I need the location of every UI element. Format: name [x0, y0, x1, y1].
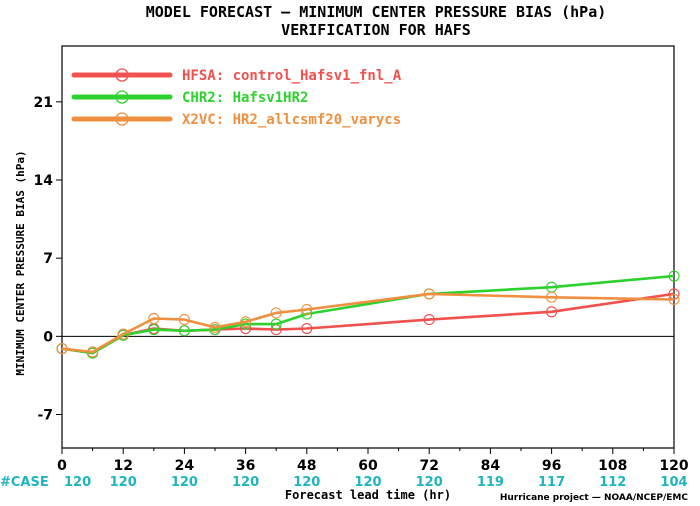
data-point [668, 270, 680, 282]
data-point [423, 288, 435, 300]
case-count-row: #CASE 120 120 120 120 120 120 120 119 117 112 104 [0, 475, 688, 490]
case-row-label: #CASE [0, 475, 49, 490]
y-tick-label: -7 [37, 408, 53, 424]
legend-marker [115, 112, 129, 126]
data-point [270, 307, 282, 319]
data-point [56, 343, 68, 355]
legend-item-hfsa: HFSA: control_Hafsv1_fnl_A [71, 68, 402, 84]
data-point [178, 325, 190, 337]
case-count: 104 [660, 475, 687, 490]
legend-label: HFSA: control_Hafsv1_fnl_A [182, 68, 402, 84]
x-tick-label: 84 [481, 458, 501, 474]
case-count: 120 [354, 475, 381, 490]
case-count: 119 [477, 475, 504, 490]
x-tick-label: 60 [358, 458, 378, 474]
plot-border [61, 45, 675, 449]
case-count: 120 [64, 475, 91, 490]
series-layer [56, 270, 680, 359]
data-point [178, 314, 190, 326]
plot-area [61, 45, 675, 449]
chart-title: MODEL FORECAST — MINIMUM CENTER PRESSURE… [146, 3, 607, 21]
y-axis-label: MINIMUM CENTER PRESSURE BIAS (hPa) [14, 150, 27, 375]
y-tick-label: 21 [34, 95, 53, 111]
data-point [546, 306, 558, 318]
data-point [209, 321, 221, 333]
legend-label: X2VC: HR2_allcsmf20_varycs [182, 112, 401, 128]
case-count: 120 [171, 475, 198, 490]
data-point [270, 318, 282, 330]
y-tick-label: 0 [43, 329, 53, 345]
axes: -7 0 7 14 21 0 12 24 36 48 60 72 84 96 108 120 [34, 95, 689, 474]
data-point [423, 314, 435, 326]
data-point [301, 303, 313, 316]
case-count: 120 [232, 475, 259, 490]
data-point [117, 328, 129, 340]
x-tick-label: 0 [57, 458, 67, 474]
case-count: 120 [293, 475, 320, 490]
case-count: 120 [416, 475, 443, 490]
case-count: 117 [538, 475, 565, 490]
legend: HFSA: control_Hafsv1_fnl_A CHR2: Hafsv1HR… [71, 68, 402, 128]
x-tick-label: 12 [113, 458, 132, 474]
x-axis-label: Forecast lead time (hr) [285, 488, 451, 502]
legend-marker [115, 68, 129, 82]
series-line-chr2 [61, 274, 675, 355]
data-point [148, 312, 160, 325]
x-tick-label: 24 [175, 458, 195, 474]
data-point [546, 291, 558, 303]
series-line-x2vc [61, 292, 675, 354]
x-tick-label: 108 [598, 458, 627, 474]
y-tick-label: 14 [34, 173, 54, 189]
x-tick-label: 96 [542, 458, 561, 474]
credit-text: Hurricane project — NOAA/NCEP/EMC [500, 493, 689, 503]
case-count: 120 [110, 475, 137, 490]
legend-item-x2vc: X2VC: HR2_allcsmf20_varycs [71, 112, 401, 128]
series-x2vc [56, 288, 680, 358]
x-tick-label: 48 [297, 458, 316, 474]
legend-label: CHR2: Hafsv1HR2 [182, 90, 308, 106]
y-tick-label: 7 [43, 251, 53, 267]
data-point [148, 324, 160, 336]
data-point [301, 322, 313, 335]
chart-subtitle: VERIFICATION FOR HAFS [281, 21, 471, 39]
data-point [87, 346, 99, 358]
data-point [668, 293, 680, 306]
x-tick-label: 120 [659, 458, 688, 474]
x-tick-label: 72 [419, 458, 438, 474]
series-hfsa [56, 288, 680, 359]
legend-marker [115, 90, 129, 104]
data-point [240, 316, 252, 328]
legend-item-chr2: CHR2: Hafsv1HR2 [71, 90, 308, 106]
x-tick-label: 36 [236, 458, 255, 474]
case-count: 112 [599, 475, 626, 490]
